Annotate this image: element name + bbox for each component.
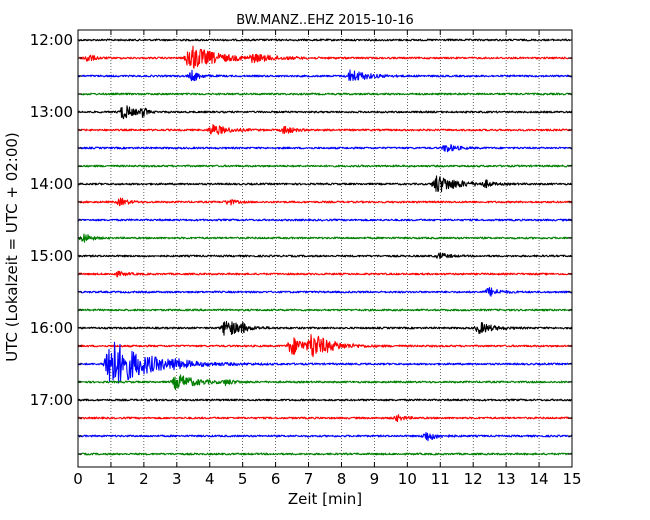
trace-row xyxy=(77,92,573,96)
trace-row xyxy=(77,197,573,207)
x-axis-label: Zeit [min] xyxy=(288,490,362,508)
x-tick-label: 2 xyxy=(139,470,149,488)
y-tick-label: 16:00 xyxy=(30,319,73,337)
x-tick-label: 5 xyxy=(238,470,248,488)
trace-row xyxy=(77,45,573,69)
x-tick-label: 10 xyxy=(398,470,417,488)
x-tick-label: 14 xyxy=(530,470,549,488)
trace-row xyxy=(77,270,573,278)
trace-row xyxy=(77,431,573,442)
y-tick-label: 14:00 xyxy=(30,175,73,193)
x-tick-label: 0 xyxy=(73,470,83,488)
y-tick-label: 13:00 xyxy=(30,103,73,121)
y-axis-label: UTC (Lokalzeit = UTC + 02:00) xyxy=(3,132,21,362)
trace-row xyxy=(77,398,573,402)
trace-row xyxy=(77,308,573,312)
trace-row xyxy=(77,233,573,243)
trace-row xyxy=(77,452,573,456)
trace-row xyxy=(77,218,573,222)
x-tick-label: 8 xyxy=(337,470,347,488)
x-tick-label: 15 xyxy=(562,470,581,488)
trace-row xyxy=(77,105,573,120)
trace-row xyxy=(77,38,573,42)
trace-row xyxy=(77,69,573,82)
y-tick-label: 17:00 xyxy=(30,391,73,409)
trace-row xyxy=(77,124,573,135)
x-tick-label: 1 xyxy=(106,470,116,488)
trace-row xyxy=(77,164,573,168)
trace-row xyxy=(77,414,573,423)
trace-row xyxy=(77,252,573,260)
chart-title: BW.MANZ..EHZ 2015-10-16 xyxy=(236,13,414,28)
x-tick-label: 12 xyxy=(464,470,483,488)
trace-row xyxy=(77,320,573,336)
x-tick-label: 6 xyxy=(271,470,281,488)
grid-layer xyxy=(110,30,540,467)
trace-row xyxy=(77,144,573,153)
trace-row xyxy=(77,374,573,391)
trace-layer xyxy=(77,38,573,456)
x-tick-label: 3 xyxy=(172,470,182,488)
x-tick-label: 4 xyxy=(205,470,215,488)
tick-layer: 0 1 2 3 4 5 6 7 8 9 10 11 12 13 14 1512:0013:0014:0015:… xyxy=(30,30,582,488)
x-tick-label: 7 xyxy=(304,470,314,488)
trace-row xyxy=(77,341,573,384)
trace-row xyxy=(77,333,573,358)
trace-row xyxy=(77,175,573,193)
x-tick-label: 11 xyxy=(431,470,450,488)
x-tick-label: 13 xyxy=(497,470,516,488)
trace-row xyxy=(77,286,573,297)
x-tick-label: 9 xyxy=(370,470,380,488)
plot-frame xyxy=(77,29,573,468)
y-tick-label: 12:00 xyxy=(30,31,73,49)
y-tick-label: 15:00 xyxy=(30,247,73,265)
